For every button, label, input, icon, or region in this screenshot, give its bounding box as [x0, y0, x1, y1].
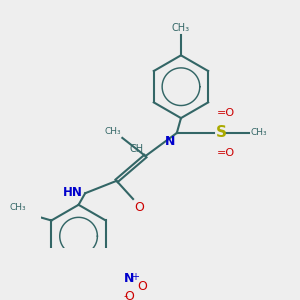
Text: S: S [216, 124, 226, 140]
Text: O: O [125, 290, 135, 300]
Text: =O: =O [217, 108, 235, 118]
Text: O: O [137, 280, 147, 293]
Text: HN: HN [63, 186, 83, 199]
Text: =O: =O [217, 148, 235, 158]
Text: CH₃: CH₃ [10, 203, 27, 212]
Text: N: N [124, 272, 134, 285]
Text: CH₃: CH₃ [250, 128, 267, 137]
Text: N: N [165, 135, 175, 148]
Text: CH₃: CH₃ [104, 127, 121, 136]
Text: +: + [131, 272, 139, 282]
Text: CH: CH [130, 144, 144, 154]
Text: CH₃: CH₃ [172, 23, 190, 33]
Text: -: - [123, 292, 127, 300]
Text: O: O [135, 201, 145, 214]
